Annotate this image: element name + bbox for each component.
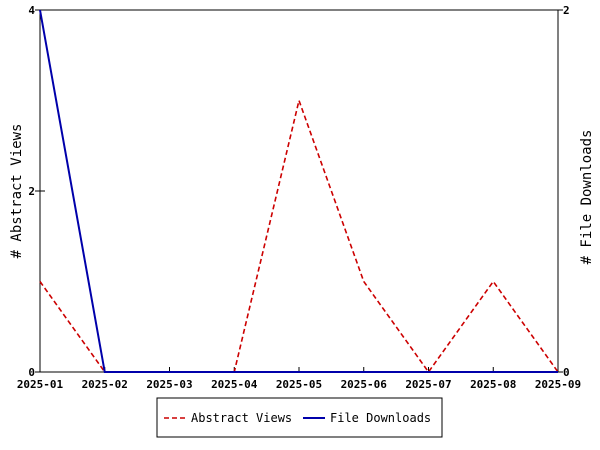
- data-point-abstract-views: [362, 280, 366, 284]
- x-tick-label: 2025-07: [405, 378, 451, 391]
- x-tick-label: 2025-03: [146, 378, 192, 391]
- left-y-axis-title: # Abstract Views: [9, 124, 25, 259]
- x-tick-label: 2025-08: [470, 378, 516, 391]
- data-point-abstract-views: [491, 280, 495, 284]
- legend-label-abstract-views: Abstract Views: [191, 411, 292, 425]
- right-y-axis-title: # File Downloads: [579, 130, 595, 265]
- left-y-tick-label: 4: [28, 4, 35, 17]
- legend-box: [156, 397, 443, 438]
- x-tick-label: 2025-05: [276, 378, 322, 391]
- x-tick-label: 2025-04: [211, 378, 258, 391]
- data-point-file-downloads: [38, 8, 42, 12]
- data-point-file-downloads: [491, 370, 495, 374]
- data-point-file-downloads: [556, 370, 560, 374]
- left-y-tick-label: 0: [28, 366, 35, 379]
- data-point-file-downloads: [103, 370, 107, 374]
- series-layer: [38, 8, 560, 374]
- right-y-tick-label: 0: [563, 366, 570, 379]
- legend: Abstract Views File Downloads: [156, 397, 443, 438]
- series-line-file-downloads: [39, 9, 558, 373]
- legend-label-file-downloads: File Downloads: [330, 411, 431, 425]
- data-point-file-downloads: [168, 370, 172, 374]
- left-y-tick-label: 2: [28, 185, 35, 198]
- x-tick-label: 2025-01: [17, 378, 64, 391]
- data-point-abstract-views: [297, 99, 301, 103]
- x-tick-label: 2025-02: [82, 378, 128, 391]
- right-y-tick-label: 2: [563, 4, 570, 17]
- data-point-abstract-views: [38, 280, 42, 284]
- data-point-file-downloads: [427, 370, 431, 374]
- data-point-file-downloads: [362, 370, 366, 374]
- x-axis-ticks: 2025-01 2025-02 2025-03 2025-04 2025-05 2025-…: [17, 367, 581, 391]
- x-tick-label: 2025-06: [341, 378, 388, 391]
- x-tick-label: 2025-09: [535, 378, 581, 391]
- data-point-file-downloads: [232, 370, 236, 374]
- data-point-file-downloads: [297, 370, 301, 374]
- plot-area: [39, 9, 559, 373]
